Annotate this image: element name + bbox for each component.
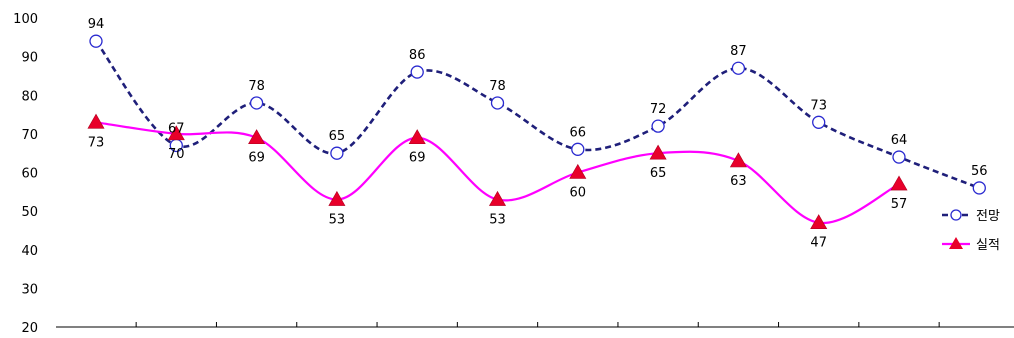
data-label-jeonmang: 56 (971, 164, 988, 179)
point-siljeok (810, 214, 828, 230)
data-label-jeonmang: 94 (88, 17, 105, 32)
data-label-jeonmang: 66 (570, 125, 587, 140)
data-label-siljeok: 63 (730, 174, 747, 189)
y-tick-label: 50 (21, 205, 38, 220)
point-siljeok (167, 125, 185, 141)
point-jeonmang (892, 150, 906, 164)
point-jeonmang (330, 146, 344, 160)
y-tick-label: 90 (21, 51, 38, 66)
legend-marker-jeonmang (950, 209, 962, 221)
point-jeonmang (571, 142, 585, 156)
y-tick-label: 40 (21, 244, 38, 259)
data-label-jeonmang: 64 (891, 133, 908, 148)
point-siljeok (890, 175, 908, 191)
y-tick-label: 20 (21, 321, 38, 336)
data-label-siljeok: 69 (409, 151, 426, 166)
axes: 20 30 40 50 60 70 80 90 100 (13, 12, 1014, 336)
y-tick-label: 100 (13, 12, 38, 27)
data-label-siljeok: 53 (489, 213, 506, 228)
data-label-siljeok: 73 (88, 135, 105, 150)
point-siljeok (408, 129, 426, 145)
point-siljeok (488, 190, 507, 206)
point-jeonmang (490, 96, 505, 110)
point-jeonmang (410, 65, 424, 79)
data-label-siljeok: 70 (168, 147, 185, 162)
point-jeonmang (651, 119, 665, 133)
data-label-jeonmang: 73 (810, 98, 827, 113)
y-tick-label: 30 (21, 282, 38, 297)
y-tick-label: 80 (21, 89, 38, 104)
point-siljeok (248, 129, 266, 145)
data-label-jeonmang: 86 (409, 48, 426, 63)
data-label-jeonmang: 78 (248, 79, 265, 94)
series-lines (94, 40, 980, 224)
data-label-jeonmang: 67 (168, 121, 185, 136)
point-siljeok (729, 152, 747, 168)
point-siljeok (649, 144, 667, 160)
point-jeonmang (972, 181, 986, 195)
data-label-jeonmang: 65 (329, 129, 346, 144)
legend-label-jeonmang: 전망 (976, 209, 1000, 224)
data-label-jeonmang: 87 (730, 44, 747, 59)
data-labels: 94 67 78 65 86 78 66 72 87 73 64 56 73 70 69 53 69 53 60 65… (88, 17, 988, 251)
data-label-siljeok: 65 (650, 166, 667, 181)
data-label-siljeok: 69 (248, 151, 265, 166)
point-jeonmang (812, 115, 826, 129)
series-line-siljeok (95, 121, 900, 224)
legend-marker-siljeok (949, 237, 963, 249)
point-jeonmang (249, 96, 264, 110)
series-line-jeonmang (94, 40, 980, 190)
data-label-siljeok: 53 (329, 213, 346, 228)
data-label-siljeok: 60 (570, 186, 587, 201)
data-label-siljeok: 57 (891, 197, 908, 212)
point-jeonmang (89, 34, 103, 48)
legend-label-siljeok: 실적 (976, 238, 1000, 253)
series-markers (87, 34, 986, 230)
point-siljeok (569, 163, 587, 179)
point-jeonmang (731, 61, 746, 75)
data-label-siljeok: 47 (810, 236, 827, 251)
y-tick-label: 60 (21, 167, 38, 182)
data-label-jeonmang: 72 (650, 102, 667, 117)
y-tick-label: 70 (21, 128, 38, 143)
data-label-jeonmang: 78 (489, 79, 506, 94)
point-siljeok (328, 190, 346, 206)
point-siljeok (87, 113, 105, 129)
